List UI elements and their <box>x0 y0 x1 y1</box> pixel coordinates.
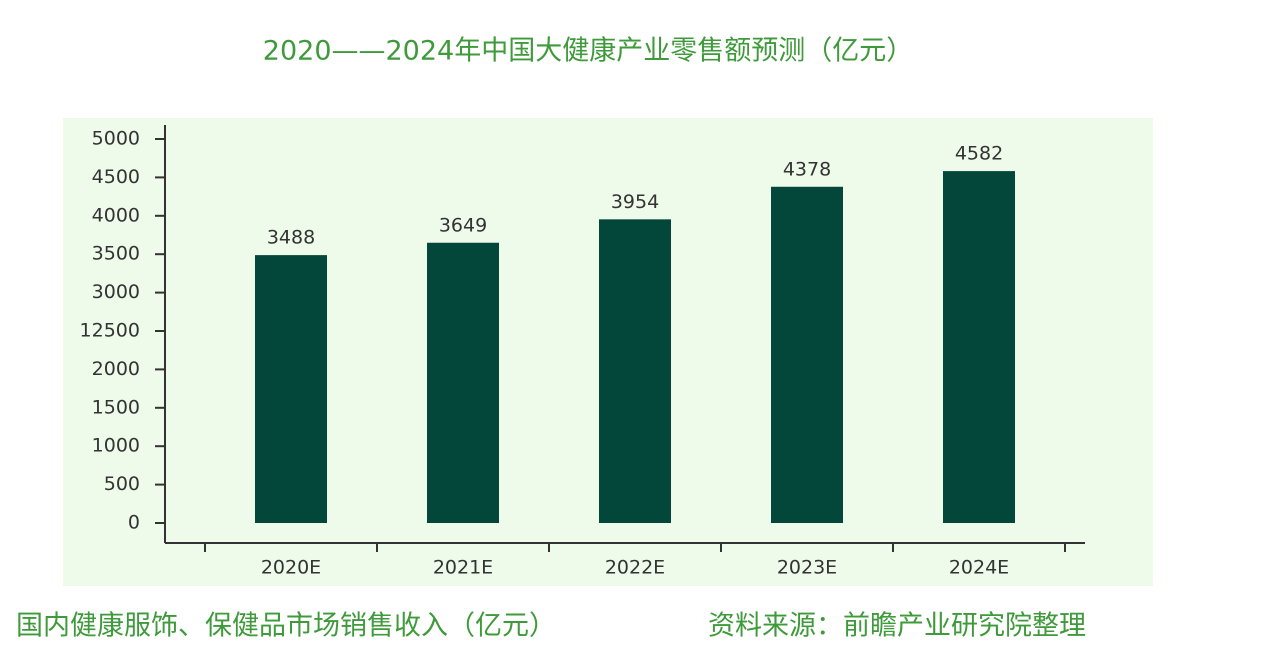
bar <box>599 219 671 523</box>
value-label: 3488 <box>267 227 315 249</box>
y-tick-label: 2000 <box>92 358 140 380</box>
x-tick-label: 2024E <box>949 557 1009 579</box>
bar <box>943 171 1015 523</box>
x-tick-label: 2021E <box>433 557 493 579</box>
x-tick-label: 2023E <box>777 557 837 579</box>
y-tick-label: 4000 <box>92 204 140 226</box>
y-tick-label: 3000 <box>92 281 140 303</box>
x-tick-label: 2022E <box>605 557 665 579</box>
x-tick-label: 2020E <box>261 557 321 579</box>
y-tick-label: 1000 <box>92 435 140 457</box>
footer-right: 资料来源：前瞻产业研究院整理 <box>708 611 1086 642</box>
footer-left: 国内健康服饰、保健品市场销售收入（亿元） <box>16 611 556 642</box>
value-label: 3954 <box>611 191 659 213</box>
y-tick-label: 4500 <box>92 166 140 188</box>
bar <box>255 255 327 524</box>
bar <box>427 242 499 523</box>
value-label: 3649 <box>439 214 487 236</box>
value-label: 4582 <box>955 143 1003 165</box>
y-tick-label: 1500 <box>92 396 140 418</box>
y-tick-label: 0 <box>128 512 140 534</box>
y-tick-label: 500 <box>104 473 140 495</box>
value-label: 4378 <box>783 158 831 180</box>
y-tick-label: 12500 <box>80 320 140 342</box>
y-tick-label: 5000 <box>92 128 140 150</box>
bar <box>771 186 843 523</box>
y-tick-label: 3500 <box>92 243 140 265</box>
chart-title: 2020——2024年中国大健康产业零售额预测（亿元） <box>263 36 913 67</box>
